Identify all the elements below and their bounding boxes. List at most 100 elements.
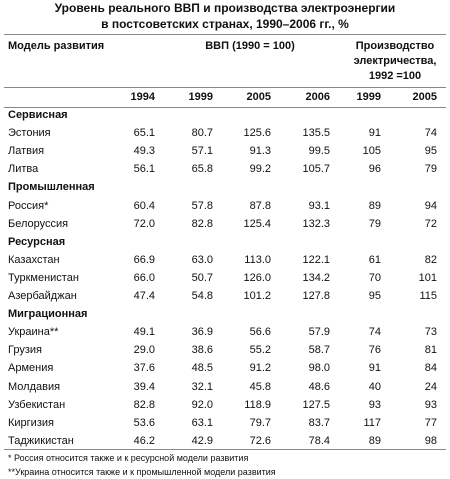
cell: 92.0 <box>191 398 213 411</box>
cell: 125.6 <box>243 127 271 140</box>
group-label: Ресурсная <box>8 235 66 248</box>
cell: 93.1 <box>308 199 330 212</box>
cell: 105.7 <box>302 163 330 176</box>
cell: 55.2 <box>249 344 271 357</box>
cell: 105 <box>362 145 381 158</box>
cell: 95 <box>368 290 381 302</box>
title: Уровень реального ВВП и производства эле… <box>54 1 396 15</box>
cell: 42.9 <box>191 434 213 447</box>
cell: 94 <box>424 199 437 212</box>
year-header: 1999 <box>188 91 213 103</box>
footnote: * Россия относится также и к ресурсной м… <box>8 453 249 463</box>
rule <box>4 87 446 88</box>
cell: 91.3 <box>249 145 271 158</box>
cell: 45.8 <box>249 380 271 393</box>
row-label: Молдавия <box>8 380 61 393</box>
cell: 91.2 <box>249 362 271 375</box>
cell: 72.0 <box>133 217 155 230</box>
cell: 79 <box>424 163 437 176</box>
cell: 82.8 <box>191 217 213 230</box>
cell: 66.9 <box>133 253 155 266</box>
year-header: 1994 <box>130 91 155 103</box>
cell: 56.1 <box>133 163 155 176</box>
cell: 79.7 <box>249 416 271 429</box>
cell: 91 <box>368 362 381 375</box>
cell: 83.7 <box>308 416 330 429</box>
cell: 115 <box>419 290 437 302</box>
row-label: Таджикистан <box>8 434 74 447</box>
cell: 113.0 <box>244 253 271 266</box>
cell: 65.1 <box>133 127 155 140</box>
row-label: Киргизия <box>8 416 54 429</box>
footnote: **Украина относится также и к промышленн… <box>8 467 276 477</box>
header-cell: ВВП (1990 = 100) <box>205 40 295 52</box>
cell: 93 <box>368 398 381 411</box>
header-cell: Модель развития <box>8 40 105 52</box>
cell: 89 <box>368 199 381 212</box>
row-label: Грузия <box>8 344 42 357</box>
cell: 49.1 <box>133 326 155 339</box>
title: в постсоветских странах, 1990–2006 гг., … <box>101 17 349 31</box>
rule <box>4 449 446 450</box>
cell: 127.5 <box>302 398 330 411</box>
cell: 117 <box>363 416 381 429</box>
rule <box>4 107 446 108</box>
cell: 29.0 <box>133 344 155 357</box>
year-header: 1999 <box>356 91 381 103</box>
cell: 101.2 <box>243 290 271 302</box>
row-label: Белоруссия <box>8 217 69 230</box>
row-label: Узбекистан <box>8 398 66 411</box>
cell: 38.6 <box>191 344 213 357</box>
header-cell: 1992 =100 <box>368 70 422 82</box>
cell: 99.5 <box>308 145 330 158</box>
cell: 118.9 <box>244 398 271 411</box>
cell: 89 <box>368 434 381 447</box>
cell: 96 <box>368 163 381 176</box>
cell: 93 <box>424 398 437 411</box>
cell: 135.5 <box>302 127 330 140</box>
cell: 63.1 <box>191 416 213 429</box>
cell: 134.2 <box>302 271 330 284</box>
cell: 50.7 <box>191 271 213 284</box>
cell: 40 <box>368 380 381 393</box>
cell: 39.4 <box>133 380 155 393</box>
row-label: Армения <box>8 362 54 375</box>
cell: 73 <box>424 326 437 339</box>
cell: 66.0 <box>133 271 155 284</box>
row-label: Латвия <box>8 145 45 158</box>
cell: 99.2 <box>249 163 271 176</box>
cell: 98.0 <box>308 362 330 375</box>
header-cell: электричества, <box>353 55 437 67</box>
row-label: Казахстан <box>8 253 60 266</box>
cell: 80.7 <box>191 127 213 140</box>
cell: 74 <box>368 326 381 339</box>
cell: 49.3 <box>133 145 155 158</box>
cell: 101 <box>418 271 437 284</box>
cell: 37.6 <box>133 362 155 375</box>
cell: 57.1 <box>191 145 213 158</box>
cell: 126.0 <box>243 271 271 284</box>
group-label: Промышленная <box>8 181 95 194</box>
group-label: Сервисная <box>8 109 68 121</box>
cell: 46.2 <box>133 434 155 447</box>
row-label: Эстония <box>8 127 51 140</box>
cell: 98 <box>424 434 437 447</box>
cell: 56.6 <box>249 326 271 339</box>
cell: 91 <box>368 127 381 140</box>
cell: 82 <box>424 253 437 266</box>
group-label: Миграционная <box>8 308 88 321</box>
cell: 76 <box>368 344 381 357</box>
rule <box>4 34 446 35</box>
cell: 63.0 <box>191 253 213 266</box>
cell: 47.4 <box>133 290 155 302</box>
cell: 79 <box>368 217 381 230</box>
row-label: Украина** <box>8 326 59 339</box>
cell: 81 <box>424 344 437 357</box>
year-header: 2006 <box>305 91 330 103</box>
cell: 127.8 <box>302 290 330 302</box>
cell: 53.6 <box>133 416 155 429</box>
cell: 58.7 <box>308 344 330 357</box>
row-label: Азербайджан <box>8 290 77 302</box>
header-cell: Производство <box>355 40 435 52</box>
